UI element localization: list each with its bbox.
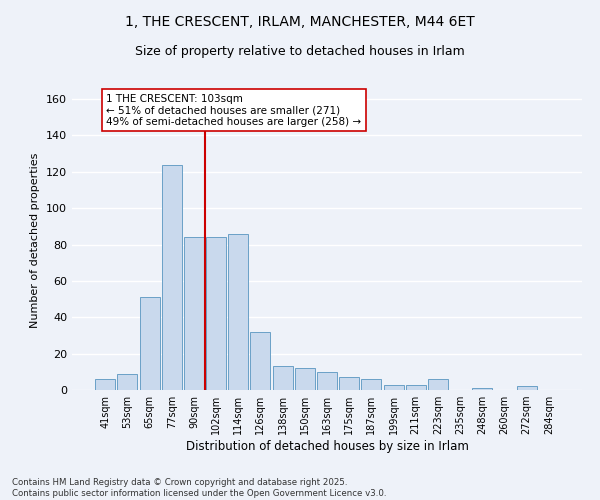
Bar [250,332,271,390]
Bar [228,234,248,390]
Bar [118,374,137,390]
Bar [317,372,337,390]
Bar [184,238,204,390]
Bar [162,164,182,390]
Bar [383,384,404,390]
Bar [428,379,448,390]
Text: 1, THE CRESCENT, IRLAM, MANCHESTER, M44 6ET: 1, THE CRESCENT, IRLAM, MANCHESTER, M44 … [125,15,475,29]
X-axis label: Distribution of detached houses by size in Irlam: Distribution of detached houses by size … [185,440,469,453]
Bar [140,298,160,390]
Bar [406,384,426,390]
Bar [339,378,359,390]
Bar [272,366,293,390]
Bar [295,368,315,390]
Bar [472,388,492,390]
Text: Contains HM Land Registry data © Crown copyright and database right 2025.
Contai: Contains HM Land Registry data © Crown c… [12,478,386,498]
Y-axis label: Number of detached properties: Number of detached properties [31,152,40,328]
Bar [206,238,226,390]
Bar [361,379,382,390]
Text: Size of property relative to detached houses in Irlam: Size of property relative to detached ho… [135,45,465,58]
Text: 1 THE CRESCENT: 103sqm
← 51% of detached houses are smaller (271)
49% of semi-de: 1 THE CRESCENT: 103sqm ← 51% of detached… [106,94,361,127]
Bar [95,379,115,390]
Bar [517,386,536,390]
